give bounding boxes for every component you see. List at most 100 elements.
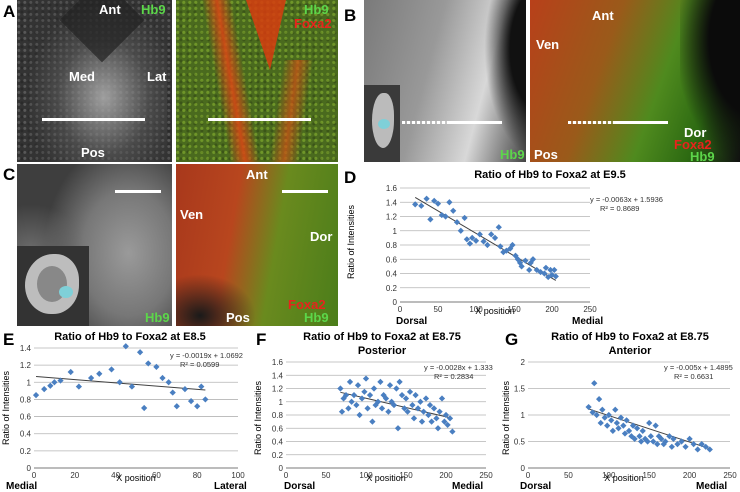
data-point [495, 224, 502, 231]
label-pos: Pos [226, 310, 250, 325]
chart-title: Ratio of Hb9 to Foxa2 at E8.5 [54, 331, 206, 343]
data-point [401, 405, 408, 412]
data-point [472, 237, 480, 244]
data-point [88, 374, 95, 382]
data-point [41, 386, 48, 393]
data-point [393, 385, 400, 392]
data-point [410, 415, 418, 422]
data-point [337, 385, 344, 392]
data-point [385, 408, 392, 415]
data-point [609, 427, 616, 435]
right-side-label: Lateral [214, 481, 247, 492]
right-side-label: Medial [696, 481, 727, 492]
y-tick-label: 1.4 [272, 371, 284, 380]
data-point [428, 418, 435, 425]
y-tick-label: 0.6 [20, 413, 32, 422]
y-tick-label: 1.5 [514, 385, 526, 394]
y-axis-label: Ratio of Intensities [253, 380, 263, 455]
x-tick-label: 250 [479, 471, 493, 480]
data-point [690, 441, 697, 448]
data-point [361, 388, 368, 395]
data-point [362, 375, 370, 382]
data-point [417, 398, 424, 405]
x-tick-label: 150 [643, 471, 657, 480]
y-tick-label: 0.2 [386, 284, 398, 293]
y-axis-label: Ratio of Intensities [346, 204, 356, 279]
data-point [449, 428, 456, 435]
data-point [398, 392, 406, 399]
data-point [412, 392, 419, 399]
data-point [551, 266, 558, 274]
chart-title: Ratio of Hb9 to Foxa2 at E9.5 [474, 169, 626, 181]
data-point [612, 406, 619, 413]
panel-letter-d: D [344, 168, 357, 187]
panel-c-grayscale-image: Hb9 [17, 164, 172, 326]
data-point [446, 415, 454, 422]
data-point [420, 408, 427, 415]
trendline [414, 197, 557, 281]
data-point [541, 270, 548, 277]
data-point [386, 382, 394, 389]
panel-letter-e: E [3, 330, 15, 349]
x-tick-label: 100 [359, 471, 373, 480]
data-point [682, 443, 689, 450]
data-point [599, 406, 606, 413]
embryo-inset [364, 85, 400, 162]
data-point [377, 378, 384, 385]
data-point [346, 378, 354, 385]
embryo-inset [17, 246, 89, 326]
label-hb9: Hb9 [690, 149, 715, 163]
data-point [378, 405, 386, 412]
data-point [441, 418, 448, 425]
x-axis-label: X position [604, 473, 644, 483]
label-foxa2: Foxa2 [294, 16, 332, 31]
x-axis-label: X position [475, 306, 515, 316]
data-point [374, 398, 382, 405]
data-point [153, 363, 160, 370]
data-point [597, 419, 604, 427]
label-foxa2: Foxa2 [288, 297, 326, 312]
x-tick-label: 0 [284, 471, 289, 480]
data-point [430, 405, 438, 412]
label-ant: Ant [99, 2, 121, 17]
y-tick-label: 1.4 [386, 198, 398, 207]
y-tick-label: 1 [27, 378, 32, 387]
label-pos: Pos [81, 145, 105, 160]
data-point [463, 236, 470, 243]
data-point [453, 219, 461, 226]
data-point [369, 418, 376, 425]
y-tick-label: 0 [521, 464, 526, 473]
y-tick-label: 0.5 [514, 438, 526, 447]
data-point [390, 401, 398, 409]
data-point [394, 425, 402, 432]
y-tick-label: 0.2 [20, 447, 32, 456]
x-tick-label: 80 [193, 471, 202, 480]
chart-g: Ratio of Hb9 to Foxa2 at E8.75 Anterior … [500, 328, 740, 492]
left-side-label: Dorsal [396, 316, 427, 326]
panel-c-merge-image: Ant Ven Dor Pos Foxa2 Hb9 [176, 164, 338, 326]
y-tick-label: 0.4 [272, 438, 284, 447]
data-point [434, 425, 442, 432]
data-point [169, 389, 176, 396]
y-axis-label: Ratio of Intensities [1, 370, 11, 445]
y-tick-label: 1.2 [272, 385, 284, 394]
y-tick-label: 0 [279, 464, 284, 473]
chart-d: Ratio of Hb9 to Foxa2 at E9.5 0 0.2 0.4 0.6… [340, 164, 740, 327]
data-point [652, 422, 659, 429]
data-point [116, 379, 123, 386]
data-point [342, 392, 350, 399]
y-tick-label: 0.4 [386, 270, 398, 279]
x-tick-label: 250 [583, 305, 597, 314]
x-tick-label: 50 [434, 305, 443, 314]
data-point [165, 379, 172, 386]
data-point [356, 411, 363, 419]
data-point [366, 392, 374, 399]
r-squared: R² = 0.0599 [180, 360, 219, 369]
x-tick-label: 50 [322, 471, 331, 480]
left-side-label: Medial [6, 481, 37, 492]
right-side-label: Medial [572, 316, 603, 326]
data-point [433, 415, 440, 422]
data-point [141, 404, 148, 412]
trendline-equation: y = -0.0063x + 1.5936 [590, 195, 663, 204]
chart-g-svg: Ratio of Hb9 to Foxa2 at E8.75 Anterior … [501, 331, 737, 492]
